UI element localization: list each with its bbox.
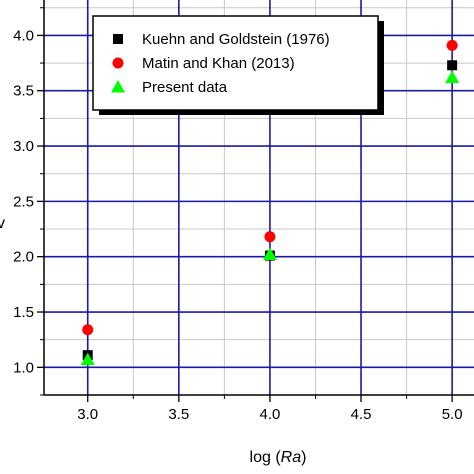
ticks xyxy=(37,7,453,402)
legend-label: Kuehn and Goldstein (1976) xyxy=(142,31,330,48)
y-axis-title-fragment: v xyxy=(0,215,5,232)
circle-marker xyxy=(82,324,94,336)
x-tick-label: 4.5 xyxy=(351,406,372,423)
legend: Kuehn and Goldstein (1976) Matin and Khan… xyxy=(92,15,384,115)
y-tick-label: 4.0 xyxy=(13,27,34,44)
legend-box xyxy=(92,15,379,111)
x-axis-title-suffix: ) xyxy=(301,449,306,466)
x-axis-title: log (Ra) xyxy=(250,449,307,466)
y-tick-label: 2.0 xyxy=(13,249,34,266)
circle-marker xyxy=(446,39,458,51)
axes xyxy=(43,0,474,396)
legend-circle-marker xyxy=(112,57,124,69)
x-tick-label: 4.0 xyxy=(260,406,281,423)
x-tick-label: 3.0 xyxy=(77,406,98,423)
y-tick-label: 1.5 xyxy=(13,304,34,321)
triangle-marker xyxy=(262,247,277,260)
x-tick-label: 5.0 xyxy=(442,406,463,423)
legend-label: Matin and Khan (2013) xyxy=(142,55,295,72)
x-tick-label: 3.5 xyxy=(168,406,189,423)
square-marker xyxy=(447,60,458,71)
circle-marker xyxy=(264,231,276,243)
triangle-marker xyxy=(80,352,95,366)
legend-label: Present data xyxy=(142,79,228,96)
x-axis-title-var: Ra xyxy=(281,449,302,466)
data-points xyxy=(80,39,460,366)
y-tick-label: 2.5 xyxy=(13,193,34,210)
y-tick-label: 3.0 xyxy=(13,138,34,155)
legend-triangle-marker xyxy=(111,80,125,93)
legend-square-marker xyxy=(113,34,123,44)
tick-labels: 3.0 3.5 4.0 4.5 5.0 1.0 1.5 2.0 2.5 3.0 3.5 4.0 xyxy=(13,27,462,423)
triangle-marker xyxy=(445,70,460,83)
y-tick-label: 3.5 xyxy=(13,83,34,100)
x-axis-title-prefix: log ( xyxy=(250,449,282,466)
y-tick-label: 1.0 xyxy=(13,359,34,376)
